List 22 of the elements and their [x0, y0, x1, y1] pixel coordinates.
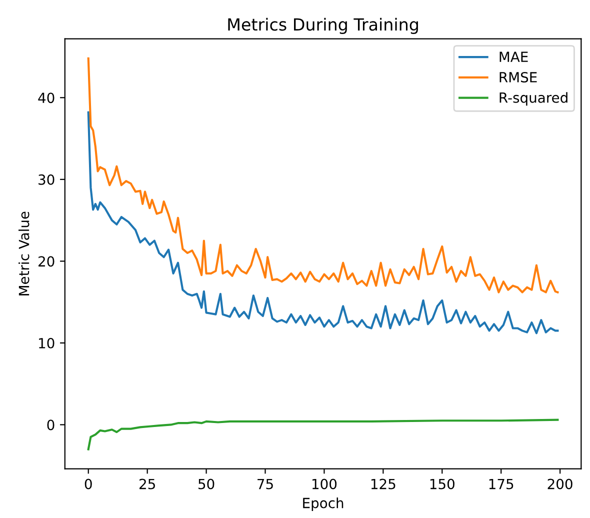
- y-tick-label: 10: [39, 338, 54, 348]
- x-tick-label: 100: [312, 478, 337, 490]
- x-tick-label: 150: [430, 478, 454, 490]
- line-series: [87, 111, 559, 334]
- x-tick-label: 50: [198, 478, 214, 490]
- legend-label: MAE: [500, 52, 528, 62]
- y-tick-label: 40: [38, 92, 54, 104]
- x-tick-label: 75: [258, 478, 273, 490]
- y-axis-title: Metric Value: [18, 212, 30, 296]
- y-tick-label: 0: [47, 420, 54, 430]
- line-series: [87, 418, 559, 450]
- chart-title: Metrics During Training: [228, 18, 418, 34]
- legend-label: RMSE: [500, 72, 537, 82]
- x-tick-label: 0: [84, 478, 92, 490]
- x-tick-label: 175: [489, 478, 514, 490]
- legend-label: R-squared: [500, 92, 568, 106]
- x-tick-label: 200: [548, 478, 572, 490]
- x-tick-label: 125: [371, 478, 396, 490]
- y-tick-label: 30: [38, 174, 54, 185]
- y-tick-label: 20: [38, 256, 54, 267]
- x-axis-title: Epoch: [303, 498, 344, 511]
- x-tick-label: 25: [140, 478, 155, 490]
